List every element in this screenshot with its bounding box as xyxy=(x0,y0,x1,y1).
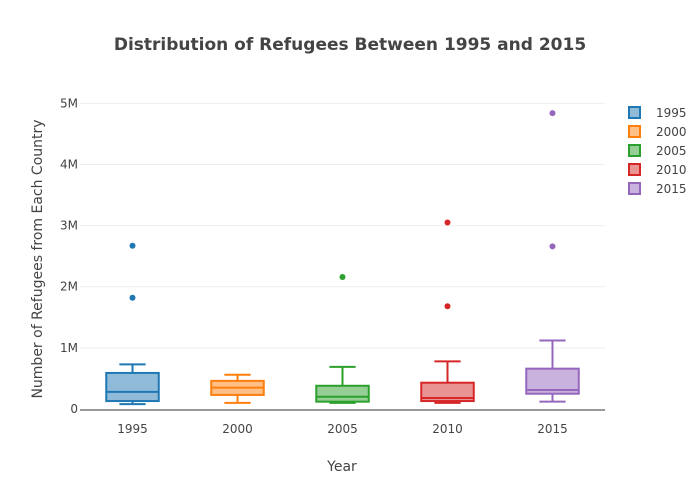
outlier-point xyxy=(129,242,136,249)
legend-swatch xyxy=(628,144,641,157)
x-tick-label: 2010 xyxy=(432,422,463,436)
box-iqr xyxy=(315,384,370,403)
outlier-point xyxy=(444,303,451,310)
box-trace-1995 xyxy=(105,242,160,406)
x-axis-title: Year xyxy=(326,459,357,475)
legend-item-2015[interactable]: 2015 xyxy=(628,182,687,196)
y-axis-title: Number of Refugees from Each Country xyxy=(30,119,46,398)
y-axis-ticks: 0 1M 2M 3M 4M 5M xyxy=(60,96,78,416)
legend-label: 2005 xyxy=(656,144,687,158)
legend: 1995 2000 2005 2010 2015 xyxy=(628,106,687,196)
legend-label: 2015 xyxy=(656,182,687,196)
x-tick-label: 2015 xyxy=(537,422,568,436)
x-tick-label: 2000 xyxy=(222,422,253,436)
boxes xyxy=(105,110,580,406)
chart-title: Distribution of Refugees Between 1995 an… xyxy=(114,35,586,55)
legend-item-1995[interactable]: 1995 xyxy=(628,106,687,120)
legend-swatch xyxy=(628,106,641,119)
x-tick-label: 2005 xyxy=(327,422,358,436)
box-trace-2005 xyxy=(315,273,370,404)
outlier-point xyxy=(549,243,556,250)
box-trace-2010 xyxy=(420,219,475,404)
legend-label: 2010 xyxy=(656,163,687,177)
box-trace-2000 xyxy=(210,373,265,404)
box-trace-2015 xyxy=(525,110,580,403)
outlier-point xyxy=(444,219,451,226)
outlier-point xyxy=(339,273,346,280)
y-tick-label: 0 xyxy=(70,402,78,416)
y-tick-label: 4M xyxy=(60,157,78,171)
y-tick-label: 3M xyxy=(60,219,78,233)
x-axis-ticks: 1995 2000 2005 2010 2015 xyxy=(117,422,568,436)
legend-swatch xyxy=(628,163,641,176)
legend-item-2010[interactable]: 2010 xyxy=(628,163,687,177)
legend-item-2000[interactable]: 2000 xyxy=(628,125,687,139)
legend-swatch xyxy=(628,182,641,195)
legend-label: 2000 xyxy=(656,125,687,139)
x-tick-label: 1995 xyxy=(117,422,148,436)
gridlines xyxy=(80,102,605,349)
box-iqr xyxy=(105,371,160,403)
legend-item-2005[interactable]: 2005 xyxy=(628,144,687,158)
box-iqr xyxy=(420,381,475,403)
y-tick-label: 5M xyxy=(60,96,78,110)
outlier-point xyxy=(129,294,136,301)
y-tick-label: 2M xyxy=(60,280,78,294)
legend-swatch xyxy=(628,125,641,138)
y-tick-label: 1M xyxy=(60,341,78,355)
outlier-point xyxy=(549,110,556,117)
legend-label: 1995 xyxy=(656,106,687,120)
